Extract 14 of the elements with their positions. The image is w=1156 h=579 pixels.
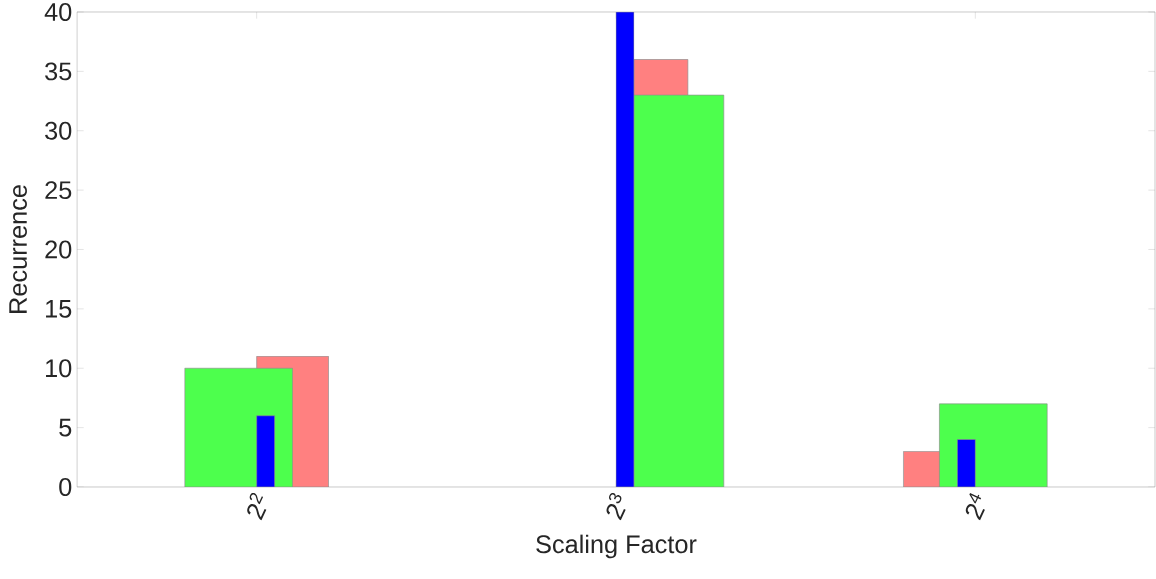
y-tick-label: 20 bbox=[45, 240, 72, 259]
y-tick-label: 10 bbox=[46, 359, 72, 378]
x-tick-label: 2$^{4}$ bbox=[965, 492, 985, 521]
y-tick-label: 5 bbox=[59, 418, 72, 437]
y-tick-label: 15 bbox=[46, 300, 72, 318]
x-tick-label: 2$^{3}$ bbox=[606, 492, 626, 521]
y-tick-label: 0 bbox=[59, 478, 72, 496]
y-tick-label: 25 bbox=[45, 181, 72, 200]
y-axis-title: Recurrence bbox=[9, 185, 27, 313]
y-tick-label: 40 bbox=[44, 3, 72, 21]
x-axis-title: Scaling Factor bbox=[536, 534, 697, 559]
y-tick-label: 30 bbox=[45, 121, 72, 140]
x-tick-label: 2$^{2}$ bbox=[247, 492, 267, 521]
y-tick-label: 35 bbox=[45, 62, 72, 81]
